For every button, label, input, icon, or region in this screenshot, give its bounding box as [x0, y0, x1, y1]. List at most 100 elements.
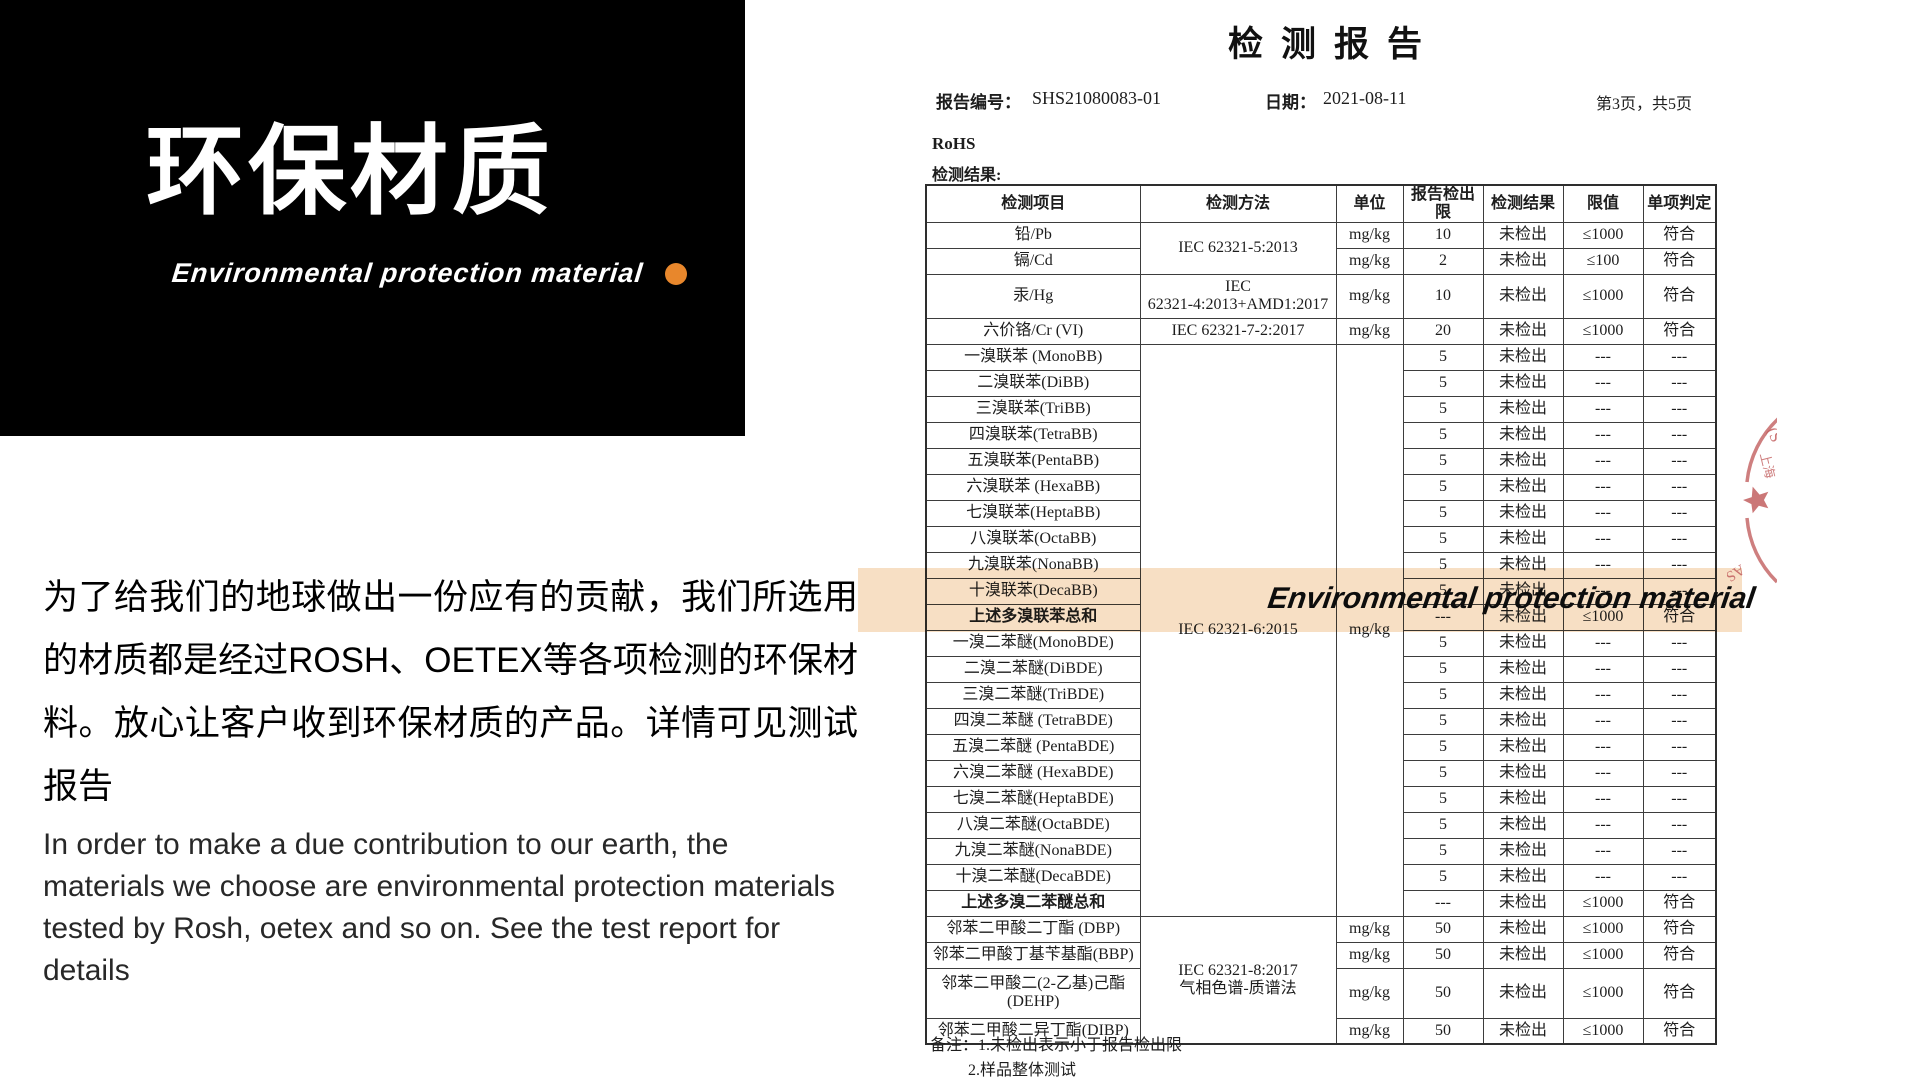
table-cell: 符合 [1642, 273, 1717, 319]
table-cell: --- [1562, 655, 1644, 683]
table-cell: 10 [1402, 273, 1484, 319]
table-cell: --- [1562, 551, 1644, 579]
table-row: 六溴联苯 (HexaBB) 5 未检出 --- --- [925, 473, 1717, 501]
test-item-cell: 镉/Cd [925, 247, 1141, 275]
table-cell: --- [1562, 499, 1644, 527]
table-cell: 5 [1402, 525, 1484, 553]
table-cell: 5 [1402, 863, 1484, 891]
table-cell: --- [1562, 759, 1644, 787]
table-cell: --- [1562, 473, 1644, 501]
table-cell: --- [1562, 837, 1644, 865]
test-item-cell: 邻苯二甲酸丁基苄基酯(BBP) [925, 941, 1141, 969]
page-subtitle-row: Environmental protection material [170, 258, 688, 289]
table-row: 邻苯二甲酸丁基苄基酯(BBP) mg/kg 50 未检出 ≤1000 符合 [925, 941, 1717, 969]
table-cell: --- [1562, 421, 1644, 449]
title-panel: 环保材质 Environmental protection material [0, 0, 745, 436]
table-cell: ≤1000 [1562, 1017, 1644, 1045]
table-cell: --- [1642, 447, 1717, 475]
column-header: 报告检出限 [1402, 184, 1484, 223]
page-title: 环保材质 [146, 116, 555, 226]
table-cell: ≤1000 [1562, 915, 1644, 943]
table-cell: IEC 62321-8:2017 气相色谱-质谱法 [1139, 915, 1337, 1045]
test-item-cell: 五溴二苯醚 (PentaBDE) [925, 733, 1141, 761]
report-section-label: RoHS [932, 134, 976, 153]
table-cell: mg/kg [1335, 967, 1404, 1019]
table-cell: 未检出 [1482, 837, 1564, 865]
column-header: 限值 [1562, 184, 1644, 223]
column-header: 检测结果 [1482, 184, 1564, 223]
table-cell: 未检出 [1482, 473, 1564, 501]
table-cell: --- [1642, 707, 1717, 735]
table-cell: --- [1642, 629, 1717, 657]
table-cell: --- [1642, 551, 1717, 579]
table-cell: ≤1000 [1562, 941, 1644, 969]
table-cell: 符合 [1642, 915, 1717, 943]
table-cell: 5 [1402, 395, 1484, 423]
table-cell: 符合 [1642, 889, 1717, 917]
table-cell: --- [1562, 707, 1644, 735]
table-cell: --- [1562, 629, 1644, 657]
table-row: 上述多溴二苯醚总和 --- 未检出 ≤1000 符合 [925, 889, 1717, 917]
table-cell: 未检出 [1482, 273, 1564, 319]
table-cell: --- [1642, 369, 1717, 397]
table-cell: 5 [1402, 733, 1484, 761]
table-cell: 5 [1402, 837, 1484, 865]
table-cell: --- [1562, 785, 1644, 813]
report-title: 检测报告 [1228, 25, 1441, 64]
table-cell: 符合 [1642, 317, 1717, 345]
test-item-cell: 一溴联苯 (MonoBB) [925, 343, 1141, 371]
table-row: 二溴二苯醚(DiBDE) 5 未检出 --- --- [925, 655, 1717, 683]
table-cell: 未检出 [1482, 889, 1564, 917]
table-row: 一溴联苯 (MonoBB) IEC 62321-6:2015 mg/kg 5 未检出 --… [925, 343, 1717, 917]
table-cell: 未检出 [1482, 525, 1564, 553]
table-cell: ≤1000 [1562, 273, 1644, 319]
table-cell: ≤100 [1562, 247, 1644, 275]
test-item-cell: 六溴二苯醚 (HexaBDE) [925, 759, 1141, 787]
table-cell: --- [1562, 733, 1644, 761]
table-row: 邻苯二甲酸二丁酯 (DBP) IEC 62321-8:2017 气相色谱-质谱法 mg… [925, 915, 1717, 1045]
rohs-results-table: 检测项目 检测方法 单位 报告检出限 检测结果 限值 单项判定 铅/Pb IEC 62321-… [925, 184, 1717, 1046]
test-item-cell: 铅/Pb [925, 221, 1141, 249]
stamp-graphic: (S 上海 AS [1723, 416, 1784, 584]
table-cell: mg/kg [1335, 1017, 1404, 1045]
table-cell: mg/kg [1335, 941, 1404, 969]
test-item-cell: 六价铬/Cr (VI) [925, 317, 1141, 345]
test-item-cell: 汞/Hg [925, 273, 1141, 319]
report-date-value: 2021-08-11 [1323, 88, 1407, 108]
test-item-cell: 九溴联苯(NonaBB) [925, 551, 1141, 579]
report-note-2: 2.样品整体测试 [968, 1062, 1077, 1079]
table-cell: 50 [1402, 1017, 1484, 1045]
report-no-label: 报告编号： [936, 93, 1021, 112]
table-cell: 未检出 [1482, 221, 1564, 249]
table-row: 十溴二苯醚(DecaBDE) 5 未检出 --- --- [925, 863, 1717, 891]
table-cell: --- [1562, 811, 1644, 839]
table-cell: 50 [1402, 915, 1484, 943]
report-results-label: 检测结果: [932, 167, 1002, 184]
table-row: 二溴联苯(DiBB) 5 未检出 --- --- [925, 369, 1717, 397]
table-row: 铅/Pb IEC 62321-5:2013 mg/kg 10 未检出 ≤1000 符合 [925, 221, 1717, 275]
table-cell: 5 [1402, 707, 1484, 735]
test-item-cell: 十溴联苯(DecaBB) [925, 577, 1141, 605]
table-cell: 未检出 [1482, 681, 1564, 709]
table-cell: 10 [1402, 221, 1484, 249]
test-item-cell: 二溴二苯醚(DiBDE) [925, 655, 1141, 683]
table-cell: --- [1642, 473, 1717, 501]
table-cell: 5 [1402, 759, 1484, 787]
test-item-cell: 九溴二苯醚(NonaBDE) [925, 837, 1141, 865]
table-cell: 5 [1402, 447, 1484, 475]
column-header: 检测方法 [1139, 184, 1337, 223]
table-body: 铅/Pb IEC 62321-5:2013 mg/kg 10 未检出 ≤1000 符合 镉/C… [925, 221, 1717, 1045]
table-cell: 未检出 [1482, 915, 1564, 943]
test-item-cell: 七溴二苯醚(HeptaBDE) [925, 785, 1141, 813]
table-cell: 5 [1402, 473, 1484, 501]
table-cell: mg/kg [1335, 247, 1404, 275]
table-cell: 未检出 [1482, 317, 1564, 345]
table-cell: mg/kg [1335, 273, 1404, 319]
column-header: 单项判定 [1642, 184, 1717, 223]
column-header: 检测项目 [925, 184, 1141, 223]
table-cell: 5 [1402, 551, 1484, 579]
test-item-cell: 四溴联苯(TetraBB) [925, 421, 1141, 449]
table-cell: 未检出 [1482, 655, 1564, 683]
table-cell: 5 [1402, 421, 1484, 449]
table-cell: --- [1642, 525, 1717, 553]
